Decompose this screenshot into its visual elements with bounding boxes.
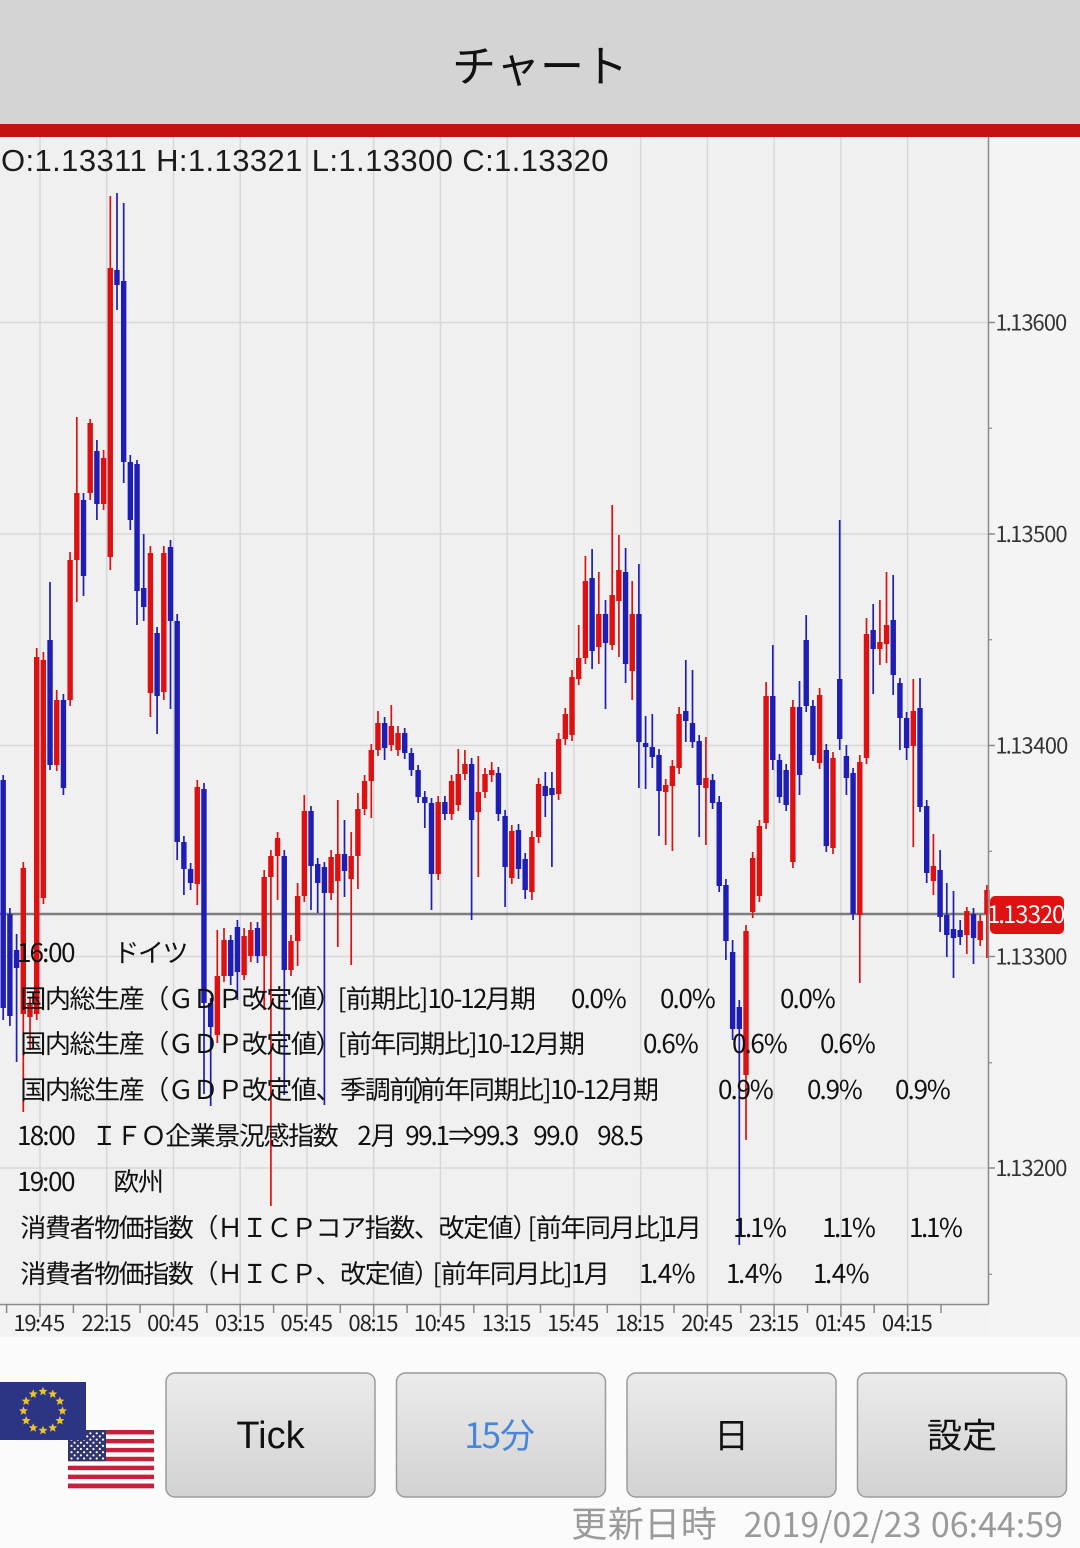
svg-text:O:1.13311 H:1.13321 L:1.13300: O:1.13311 H:1.13321 L:1.13300 C:1.13320 <box>1 143 609 178</box>
svg-text:Tick: Tick <box>236 1415 305 1457</box>
